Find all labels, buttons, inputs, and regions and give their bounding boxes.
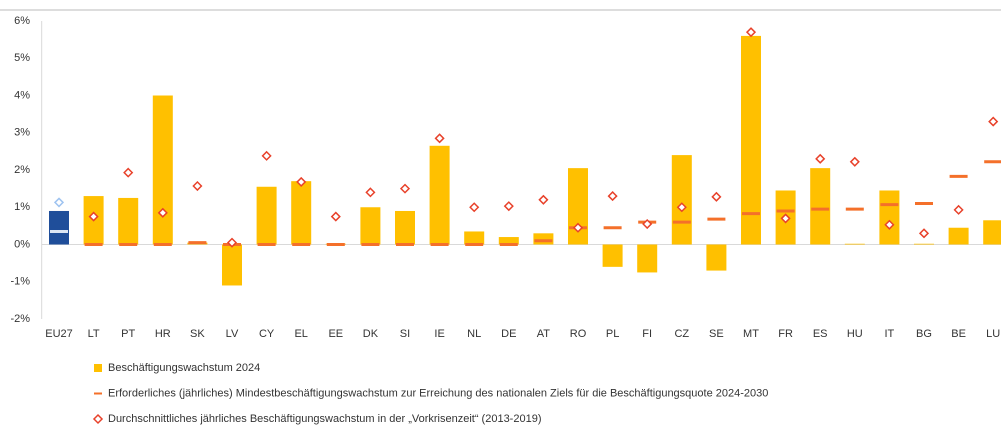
diamond-marker bbox=[469, 202, 480, 213]
diamond-marker bbox=[296, 176, 307, 187]
diamond-marker bbox=[607, 191, 618, 202]
x-tick-label: SI bbox=[400, 328, 410, 340]
x-tick-label: CZ bbox=[674, 328, 689, 340]
x-tick-label: EU27 bbox=[45, 328, 73, 340]
bar bbox=[498, 237, 519, 245]
diamond-marker bbox=[330, 211, 341, 222]
diamond-marker bbox=[157, 207, 168, 218]
bar bbox=[671, 155, 692, 245]
x-tick-label: SK bbox=[190, 328, 205, 340]
x-tick-label: EL bbox=[294, 328, 307, 340]
bar bbox=[533, 233, 554, 245]
x-tick-label: ES bbox=[813, 328, 828, 340]
diamond-marker bbox=[849, 156, 860, 167]
x-tick-label: PT bbox=[121, 328, 135, 340]
y-tick-label: 3% bbox=[14, 127, 30, 139]
diamond-marker bbox=[88, 211, 99, 222]
y-tick-label: 0% bbox=[14, 238, 30, 250]
bar bbox=[256, 186, 277, 245]
x-tick-label: IE bbox=[434, 328, 444, 340]
bar bbox=[602, 244, 623, 267]
x-tick-label: NL bbox=[467, 328, 481, 340]
x-tick-label: BG bbox=[916, 328, 932, 340]
diamond-marker bbox=[676, 202, 687, 213]
x-tick-label: FR bbox=[778, 328, 793, 340]
legend-label: Erforderliches (jährliches) Mindestbesch… bbox=[108, 387, 768, 399]
x-tick-label: CY bbox=[259, 328, 275, 340]
bar bbox=[429, 145, 450, 245]
bar bbox=[568, 168, 588, 245]
bar bbox=[637, 244, 658, 273]
x-tick-label: SE bbox=[709, 328, 724, 340]
diamond-marker bbox=[815, 153, 826, 164]
bar bbox=[948, 227, 969, 245]
x-tick-label: BE bbox=[951, 328, 966, 340]
x-tick-label: DK bbox=[363, 328, 379, 340]
x-tick-label: AT bbox=[537, 328, 551, 340]
y-tick-label: 1% bbox=[14, 201, 30, 213]
diamond-marker bbox=[538, 194, 549, 205]
x-tick-label: LU bbox=[986, 328, 1000, 340]
diamond-marker bbox=[642, 218, 653, 230]
x-tick-label: DE bbox=[501, 328, 516, 340]
diamond-marker bbox=[711, 191, 722, 202]
diamond-marker bbox=[780, 213, 791, 224]
bar bbox=[741, 35, 761, 245]
diamond-marker bbox=[745, 27, 757, 38]
y-tick-label: 6% bbox=[14, 15, 30, 27]
diamond-marker bbox=[365, 187, 376, 198]
x-tick-label: RO bbox=[570, 328, 587, 340]
bar bbox=[706, 244, 727, 271]
diamond-marker bbox=[988, 116, 999, 127]
bar bbox=[395, 210, 415, 245]
diamond-marker bbox=[399, 183, 411, 194]
diamond-marker bbox=[261, 150, 272, 161]
bar bbox=[879, 190, 900, 245]
bar bbox=[844, 243, 865, 245]
bar bbox=[810, 168, 831, 245]
bar bbox=[152, 95, 173, 245]
bar bbox=[222, 244, 242, 286]
y-tick-label: -2% bbox=[10, 313, 30, 325]
diamond-marker bbox=[53, 197, 65, 208]
y-tick-label: 4% bbox=[14, 89, 30, 101]
x-tick-label: HR bbox=[155, 328, 171, 340]
x-tick-label: HU bbox=[847, 328, 863, 340]
bar bbox=[914, 243, 934, 245]
legend-swatch bbox=[94, 364, 102, 372]
bar bbox=[49, 210, 69, 245]
x-tick-label: PL bbox=[606, 328, 619, 340]
x-tick-label: LT bbox=[88, 328, 100, 340]
bar bbox=[118, 197, 139, 245]
diamond-marker bbox=[123, 167, 134, 178]
bar bbox=[983, 220, 1001, 245]
legend-label: Durchschnittliches jährliches Beschäftig… bbox=[108, 413, 541, 425]
diamond-marker bbox=[192, 180, 203, 192]
y-tick-label: -1% bbox=[10, 276, 30, 288]
diamond-marker bbox=[226, 237, 238, 248]
bar bbox=[360, 207, 381, 245]
diamond-marker bbox=[953, 204, 964, 215]
x-tick-label: MT bbox=[743, 328, 759, 340]
legend-swatch bbox=[92, 413, 104, 425]
y-tick-label: 5% bbox=[14, 52, 30, 64]
diamond-marker bbox=[434, 133, 445, 144]
x-tick-label: FI bbox=[642, 328, 652, 340]
diamond-marker bbox=[503, 201, 514, 212]
x-tick-label: EE bbox=[328, 328, 343, 340]
diamond-marker bbox=[572, 222, 584, 233]
diamond-marker bbox=[884, 219, 895, 230]
bar bbox=[291, 181, 312, 245]
bar bbox=[464, 231, 485, 245]
x-tick-label: IT bbox=[885, 328, 895, 340]
diamond-marker bbox=[918, 228, 930, 239]
legend-label: Beschäftigungswachstum 2024 bbox=[108, 362, 260, 374]
x-tick-label: LV bbox=[226, 328, 239, 340]
y-tick-label: 2% bbox=[14, 164, 30, 176]
